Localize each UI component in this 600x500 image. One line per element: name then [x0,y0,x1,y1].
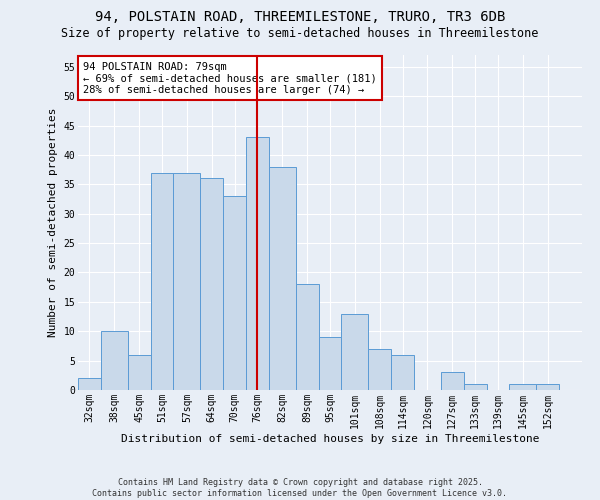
Bar [296,284,319,390]
Bar [441,372,464,390]
Bar [246,138,269,390]
Bar [173,172,200,390]
Bar [319,337,341,390]
Text: Size of property relative to semi-detached houses in Threemilestone: Size of property relative to semi-detach… [61,28,539,40]
Bar [101,331,128,390]
Bar [464,384,487,390]
Bar [368,349,391,390]
Bar [391,354,414,390]
X-axis label: Distribution of semi-detached houses by size in Threemilestone: Distribution of semi-detached houses by … [121,434,539,444]
Text: 94, POLSTAIN ROAD, THREEMILESTONE, TRURO, TR3 6DB: 94, POLSTAIN ROAD, THREEMILESTONE, TRURO… [95,10,505,24]
Y-axis label: Number of semi-detached properties: Number of semi-detached properties [48,108,58,337]
Text: Contains HM Land Registry data © Crown copyright and database right 2025.
Contai: Contains HM Land Registry data © Crown c… [92,478,508,498]
Bar [341,314,368,390]
Bar [536,384,559,390]
Bar [200,178,223,390]
Text: 94 POLSTAIN ROAD: 79sqm
← 69% of semi-detached houses are smaller (181)
28% of s: 94 POLSTAIN ROAD: 79sqm ← 69% of semi-de… [83,62,377,95]
Bar [78,378,101,390]
Bar [128,354,151,390]
Bar [151,172,173,390]
Bar [269,166,296,390]
Bar [223,196,246,390]
Bar [509,384,536,390]
